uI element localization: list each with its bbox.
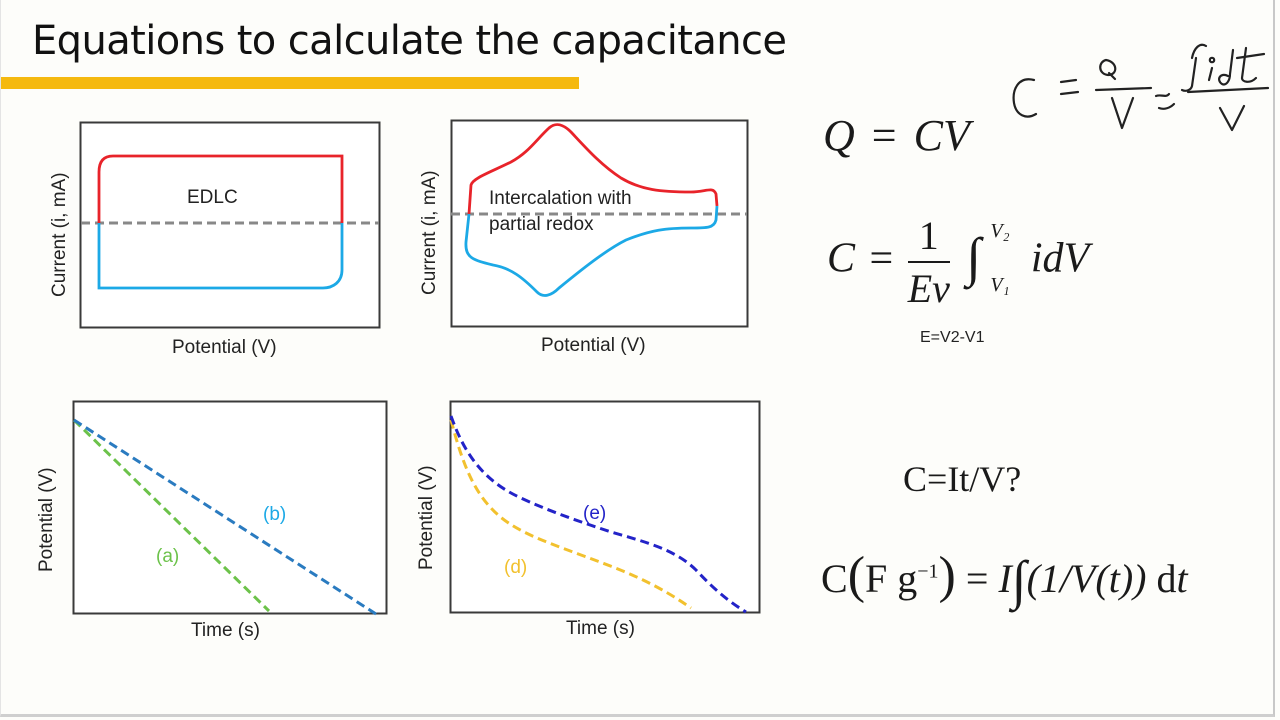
eq-unit: F g (865, 556, 918, 601)
eq-paren: ) (938, 547, 956, 604)
x-axis-label: Time (s) (566, 618, 635, 639)
eq-term: Q (823, 111, 855, 160)
chart-cv-intercalation: Intercalation with partial redox Current… (411, 110, 771, 370)
equation-e-definition: E=V2-V1 (920, 329, 985, 346)
eq-term: C (821, 556, 848, 601)
eq-paren: ( (847, 547, 866, 604)
title-underline-accent (1, 77, 579, 89)
chart-annotation-intercalation: Intercalation with partial redox (489, 186, 632, 238)
eq-integrand: (1/V(t)) (1026, 556, 1147, 601)
eq-operator: = (965, 556, 989, 601)
eq-integral-group: ∫ V₂ V₁ (960, 220, 1020, 302)
eq-operator: = (871, 111, 897, 160)
integral-sign: ∫ (1011, 550, 1027, 610)
series-label-a: (a) (156, 546, 180, 567)
chart-gcd-nonlinear: (d) (e) Potential (V) Time (s) (411, 390, 781, 650)
gcd-nonlinear-plot (449, 400, 761, 614)
integral-upper-limit: V₂ (990, 220, 1010, 242)
equation-cv-integral: C = 1 Eν ∫ V₂ V₁ idV (827, 212, 1089, 312)
equation-q-cv: Q = CV (823, 110, 970, 161)
eq-differential: dt (1156, 556, 1188, 601)
handwritten-equation-ink (1012, 43, 1270, 132)
chart-gcd-linear: (a) (b) Potential (V) Time (s) (31, 390, 401, 650)
integral-lower-limit: V₁ (990, 274, 1010, 296)
cv-intercalation-plot (450, 119, 749, 328)
x-axis-label: Time (s) (191, 620, 260, 641)
equation-c-it-v: C=It/V? (903, 459, 1022, 499)
y-axis-label: Potential (V) (36, 467, 57, 572)
series-label-d: (d) (504, 557, 528, 578)
y-axis-label: Current (i, mA) (419, 170, 440, 295)
annotation-line-1: Intercalation with (489, 188, 632, 209)
equation-gcd-capacitance: C(F g−1) = I∫(1/V(t)) dt (821, 546, 1188, 611)
y-axis-label: Potential (V) (416, 465, 437, 570)
eq-term: C (827, 235, 856, 282)
eq-term: CV (913, 111, 970, 160)
series-label-b: (b) (263, 504, 287, 525)
gcd-linear-plot (72, 400, 388, 616)
eq-operator: = (869, 235, 894, 282)
series-label-e: (e) (583, 503, 607, 524)
cv-edlc-plot (79, 121, 381, 329)
eq-integrand: idV (1030, 235, 1090, 282)
integral-sign: ∫ (966, 227, 982, 287)
chart-annotation-edlc: EDLC (187, 187, 238, 208)
annotation-line-2: partial redox (489, 214, 594, 235)
eq-fraction: 1 Eν (907, 212, 950, 312)
eq-exponent: −1 (917, 560, 939, 583)
x-axis-label: Potential (V) (541, 335, 646, 356)
handwritten-equation (1006, 18, 1276, 138)
chart-cv-edlc: EDLC Current (i, mA) Potential (V) (41, 110, 401, 370)
y-axis-label: Current (i, mA) (49, 172, 70, 297)
slide-title: Equations to calculate the capacitance (32, 18, 787, 64)
eq-term: I (998, 556, 1012, 601)
eq-numerator: 1 (907, 212, 950, 263)
x-axis-label: Potential (V) (172, 337, 277, 358)
eq-denominator: Eν (907, 266, 950, 311)
